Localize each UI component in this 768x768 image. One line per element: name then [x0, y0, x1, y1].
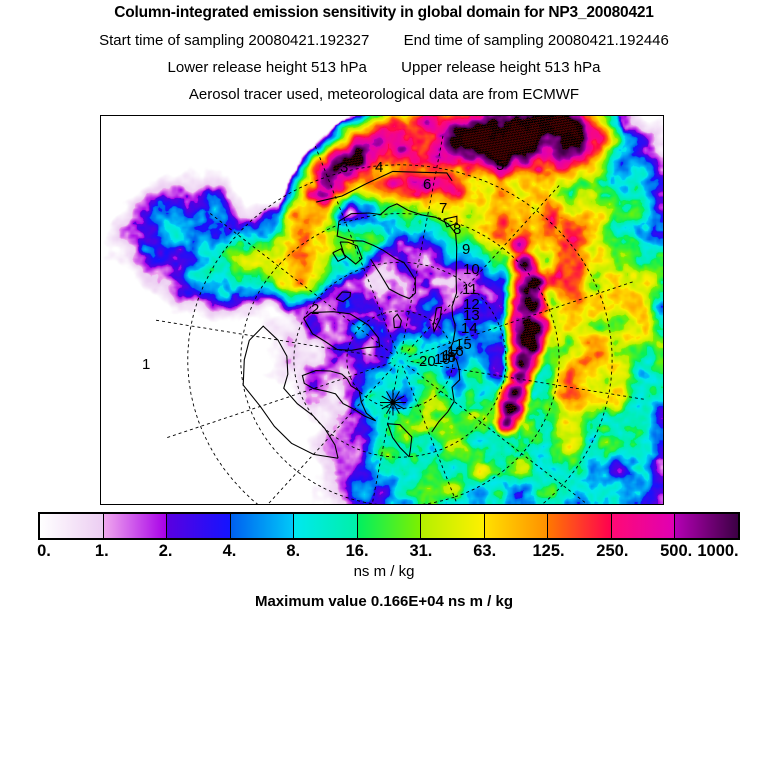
maximum-value-label: Maximum value 0.166E+04 ns m / kg — [254, 593, 514, 610]
day-label-9: 9 — [462, 241, 471, 258]
sampling-time-line: Start time of sampling 20080421.192327 E… — [0, 32, 768, 49]
colorbar-tick-10: 500. — [660, 542, 693, 560]
map-plot-area: 1 2 3 4 5 6 7 8 9 10 11 12 13 14 15 16 17 18 19 20 — [100, 115, 664, 505]
coastline-1 — [335, 291, 352, 303]
day-label-20: 20 — [419, 353, 436, 370]
coastline-7 — [301, 370, 377, 422]
day-label-3: 3 — [340, 159, 349, 176]
day-label-8: 8 — [453, 221, 462, 238]
colorbar-segment-9 — [611, 514, 676, 538]
day-label-13: 13 — [463, 307, 480, 324]
end-time-label: End time of sampling 20080421.192446 — [403, 32, 669, 49]
colorbar-tick-7: 63. — [473, 542, 497, 560]
colorbar-segment-10 — [675, 514, 739, 538]
coastline-4 — [332, 248, 347, 262]
colorbar-tick-9: 250. — [596, 542, 629, 560]
colorbar-tick-8: 125. — [532, 542, 565, 560]
day-label-15: 15 — [455, 336, 472, 353]
day-label-11: 11 — [462, 281, 478, 298]
coastline-2 — [336, 203, 461, 433]
day-label-14: 14 — [461, 320, 478, 337]
colorbar-segment-7 — [484, 514, 549, 538]
upper-release-height-label: Upper release height 513 hPa — [401, 59, 601, 76]
colorbar-tick-6: 31. — [409, 542, 433, 560]
start-time-label: Start time of sampling 20080421.192327 — [99, 32, 370, 49]
day-label-19: 19 — [434, 351, 451, 368]
colorbar-tick-0: 0. — [37, 542, 51, 560]
colorbar-segment-8 — [548, 514, 612, 538]
colorbar-tick-11: 1000. — [697, 542, 739, 560]
coastline-10 — [443, 215, 458, 228]
colorbar-tick-labels: 0. 1. 2. 4. 8. 16. 31. 63. 125. 250. 500. 1000. — [37, 542, 740, 562]
release-point-starburst-icon — [380, 389, 406, 416]
page-title: Column-integrated emission sensitivity i… — [114, 4, 654, 21]
graticule-lines — [156, 135, 644, 504]
colorbar-segment-5 — [357, 514, 422, 538]
day-label-2: 2 — [311, 301, 320, 318]
colorbar-segment-6 — [421, 514, 485, 538]
day-label-7: 7 — [439, 200, 448, 217]
colorbar-segment-1 — [103, 514, 168, 538]
colorbar-gradient — [38, 512, 740, 540]
colorbar-unit-label: ns m / kg — [353, 563, 415, 580]
coastline-9 — [386, 423, 413, 458]
day-label-4: 4 — [375, 159, 384, 176]
map-overlay — [156, 135, 644, 504]
day-label-12: 12 — [463, 296, 480, 313]
coastline-5 — [393, 313, 403, 329]
colorbar-segment-0 — [40, 514, 104, 538]
coastline-8 — [242, 325, 339, 459]
colorbar-segment-3 — [230, 514, 295, 538]
release-height-line: Lower release height 513 hPa Upper relea… — [0, 59, 768, 76]
day-label-1: 1 — [142, 356, 151, 373]
colorbar-tick-1: 1. — [94, 542, 109, 560]
colorbar-segment-4 — [294, 514, 358, 538]
coastline-0 — [303, 311, 381, 351]
tracer-note-label: Aerosol tracer used, meteorological data… — [188, 86, 580, 103]
colorbar: 0. 1. 2. 4. 8. 16. 31. 63. 125. 250. 500. 1000. — [37, 512, 740, 560]
day-label-17: 17 — [442, 347, 459, 364]
day-label-6: 6 — [423, 176, 432, 193]
day-label-16: 16 — [447, 343, 464, 360]
coastline-11 — [316, 170, 453, 203]
colorbar-tick-5: 16. — [345, 542, 369, 560]
day-label-10: 10 — [463, 261, 480, 278]
day-label-18: 18 — [439, 349, 456, 366]
colorbar-tick-2: 2. — [158, 542, 173, 560]
day-label-5: 5 — [496, 157, 505, 174]
colorbar-segment-2 — [167, 514, 231, 538]
colorbar-tick-3: 4. — [222, 542, 237, 560]
coastline-6 — [432, 306, 443, 334]
lower-release-height-label: Lower release height 513 hPa — [167, 59, 367, 76]
colorbar-tick-4: 8. — [286, 542, 301, 560]
coastline-paths — [242, 170, 461, 459]
